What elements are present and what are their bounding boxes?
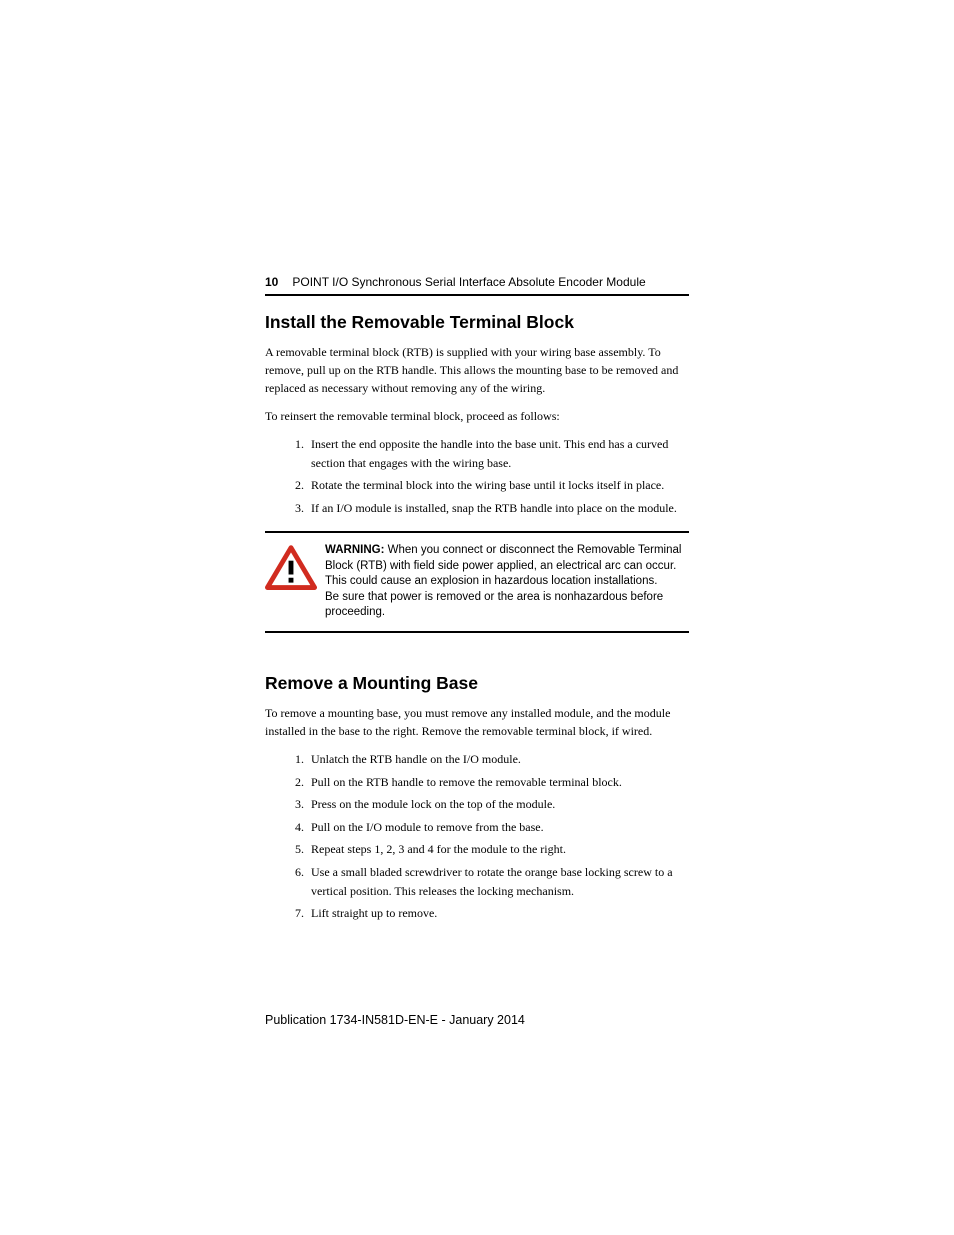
warning-label: WARNING: [325,544,384,556]
list-item: Pull on the I/O module to remove from th… [307,818,689,837]
section1-para2: To reinsert the removable terminal block… [265,407,689,425]
section1-steps: Insert the end opposite the handle into … [265,435,689,517]
header-rule [265,294,689,296]
list-item: Press on the module lock on the top of t… [307,795,689,814]
warning-text: WARNING: When you connect or disconnect … [325,543,685,621]
list-item: Use a small bladed screwdriver to rotate… [307,863,689,900]
list-item: Lift straight up to remove. [307,904,689,923]
section1-heading: Install the Removable Terminal Block [265,312,689,333]
section2-heading: Remove a Mounting Base [265,673,689,694]
section2-para1: To remove a mounting base, you must remo… [265,704,689,740]
footer-text: Publication 1734-IN581D-EN-E - January 2… [265,1013,689,1027]
document-page: 10 POINT I/O Synchronous Serial Interfac… [0,0,954,1107]
list-item: Unlatch the RTB handle on the I/O module… [307,750,689,769]
warning-body2: Be sure that power is removed or the are… [325,591,663,619]
list-item: Repeat steps 1, 2, 3 and 4 for the modul… [307,840,689,859]
running-header: 10 POINT I/O Synchronous Serial Interfac… [265,275,689,289]
list-item: Rotate the terminal block into the wirin… [307,476,689,495]
list-item: Pull on the RTB handle to remove the rem… [307,773,689,792]
doc-title: POINT I/O Synchronous Serial Interface A… [292,275,645,289]
warning-box: WARNING: When you connect or disconnect … [265,531,689,633]
page-number: 10 [265,275,278,289]
section1-para1: A removable terminal block (RTB) is supp… [265,343,689,397]
list-item: Insert the end opposite the handle into … [307,435,689,472]
warning-icon [265,545,317,596]
warning-triangle-icon [265,545,317,591]
section2-steps: Unlatch the RTB handle on the I/O module… [265,750,689,923]
list-item: If an I/O module is installed, snap the … [307,499,689,518]
